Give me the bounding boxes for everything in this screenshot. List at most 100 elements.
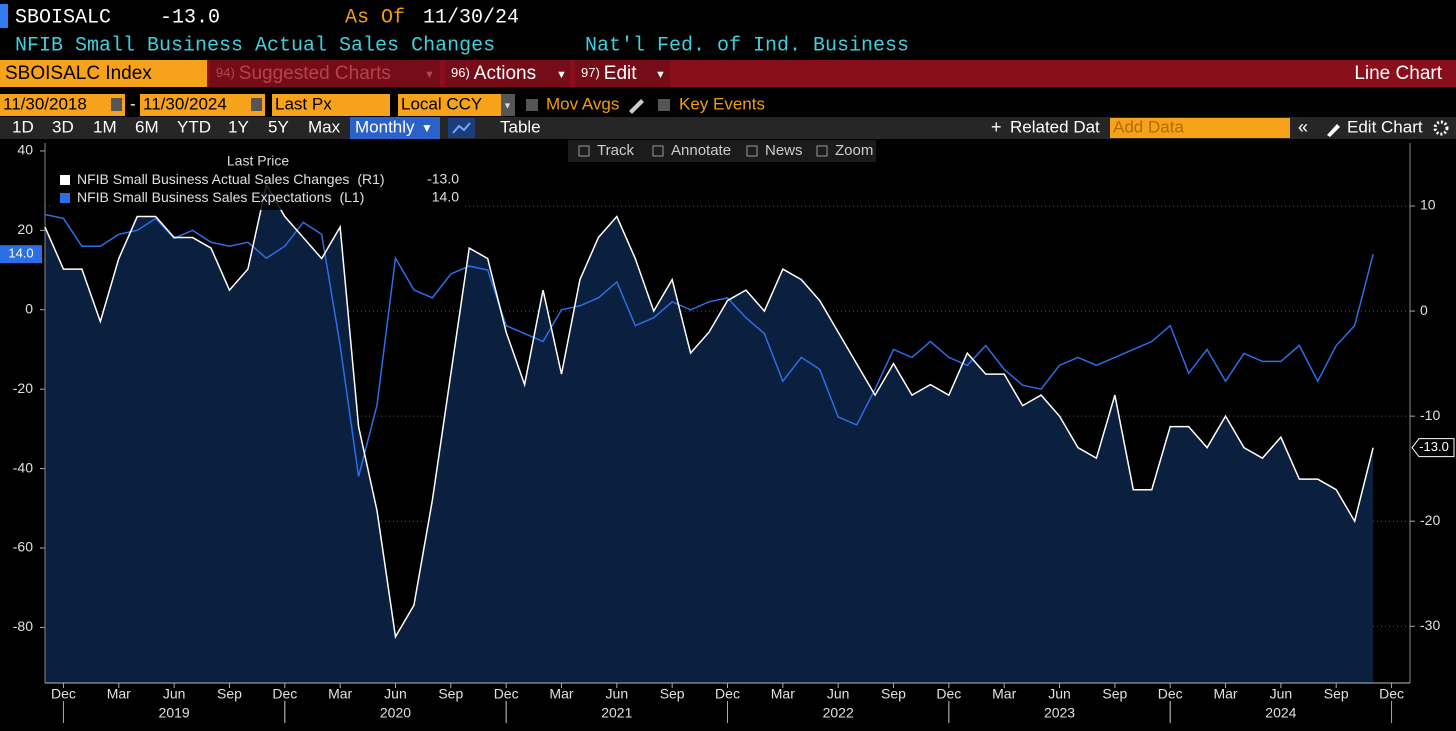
period-button[interactable]: 1Y <box>228 117 249 136</box>
add-data-box[interactable] <box>1110 118 1290 138</box>
frequency-box[interactable] <box>350 117 440 139</box>
chart-type: Line Chart <box>1354 63 1442 84</box>
y-tick-label: 40 <box>17 142 33 158</box>
menu-num: 96) <box>451 65 470 80</box>
y2-tick-label: -20 <box>1420 512 1440 528</box>
option: Key Events <box>679 94 765 113</box>
frequency: Monthly <box>355 117 415 136</box>
security-box[interactable] <box>0 60 207 87</box>
x-tick-label: Jun <box>1270 686 1293 702</box>
start-date: 11/30/2018 <box>3 94 87 113</box>
y2-tick-label: -10 <box>1420 407 1440 423</box>
period-button[interactable]: 6M <box>135 117 159 136</box>
y-tick-label: -60 <box>13 539 33 555</box>
plot: 10 0 -10 -20 -30 40 20 0 -20 -40 -60 -80 Dec Mar Jun Se… <box>13 142 1440 723</box>
end-date-box[interactable] <box>140 94 265 116</box>
chart-tools <box>568 140 876 162</box>
y2-tick-label: 0 <box>1420 302 1428 318</box>
y2-tick-label: -30 <box>1420 617 1440 633</box>
table-button[interactable]: Table <box>500 117 541 136</box>
dropdown-arrow: ▼ <box>424 69 435 81</box>
menu-suggested[interactable] <box>210 60 440 87</box>
legend-swatch <box>60 193 70 203</box>
x-tick-label: Sep <box>1324 686 1349 702</box>
edit-chart[interactable]: Edit Chart <box>1347 117 1423 136</box>
currency-box[interactable] <box>398 94 501 116</box>
ticker: SBOISALC <box>15 6 111 29</box>
period-button[interactable]: 1D <box>12 117 34 136</box>
legend-box <box>52 150 465 210</box>
period-button[interactable]: 1M <box>93 117 117 136</box>
line <box>44 213 1374 477</box>
x-tick-label: Dec <box>715 686 740 702</box>
year-label: 2022 <box>823 705 854 721</box>
y-tick-label: 0 <box>25 300 33 316</box>
collapse-icon[interactable]: « <box>1298 117 1308 137</box>
description: NFIB Small Business Actual Sales Changes <box>15 34 495 57</box>
dropdown-arrow: ▼ <box>421 121 433 135</box>
y2-tick-label: 10 <box>1420 197 1436 213</box>
security: SBOISALC Index <box>5 63 152 84</box>
x-tick-label: Jun <box>606 686 629 702</box>
x-tick-label: Sep <box>217 686 242 702</box>
x-tick-label: Mar <box>107 686 131 702</box>
period-button[interactable]: Max <box>308 117 341 136</box>
x-tick-label: Mar <box>549 686 573 702</box>
pencil-icon[interactable] <box>629 99 644 114</box>
period-button[interactable]: 3D <box>52 117 74 136</box>
last-value: -13.0 <box>160 6 220 29</box>
gear-icon[interactable] <box>1433 120 1449 136</box>
year-label: 2023 <box>1044 705 1075 721</box>
calendar-icon[interactable] <box>111 98 122 111</box>
area <box>45 185 1374 683</box>
currency: Local CCY <box>401 94 482 113</box>
legend-entry: NFIB Small Business Actual Sales Changes… <box>77 171 385 187</box>
related-data[interactable]: Related Dat <box>1010 117 1100 136</box>
x-tick-label: Sep <box>438 686 463 702</box>
menu-edit[interactable] <box>575 60 670 87</box>
dropdown-arrow: ▼ <box>503 100 512 110</box>
legend-entry: NFIB Small Business Sales Expectations (L… <box>77 189 364 205</box>
dropdown-arrow: ▼ <box>556 69 567 81</box>
menu-actions[interactable] <box>445 60 570 87</box>
legend-name: NFIB Small Business Sales Expectations <box>77 189 331 205</box>
period-button[interactable]: 5Y <box>268 117 289 136</box>
x-tick-label: Dec <box>494 686 519 702</box>
tool-button[interactable]: Zoom <box>835 142 873 159</box>
legend-axis: (L1) <box>339 189 364 205</box>
as-of-label: As Of <box>345 6 405 29</box>
x-tick-label: Mar <box>992 686 1016 702</box>
x-tick-label: Dec <box>272 686 297 702</box>
legend-title: Last Price <box>227 153 289 169</box>
checkbox[interactable] <box>658 99 670 111</box>
x-tick-label: Jun <box>163 686 186 702</box>
field-box[interactable] <box>272 94 390 116</box>
value-tag-label: 14.0 <box>8 246 33 261</box>
legend-axis: (R1) <box>357 171 384 187</box>
x-tick-label: Jun <box>384 686 407 702</box>
tool-button[interactable]: Annotate <box>671 142 731 159</box>
x-tick-label: Sep <box>660 686 685 702</box>
menu: 97) Edit <box>581 63 637 84</box>
calendar-icon[interactable] <box>251 98 262 111</box>
tool-button[interactable]: Track <box>597 142 634 159</box>
x-tick-label: Dec <box>1379 686 1404 702</box>
tools: Track Annotate News Zoom <box>578 142 873 159</box>
y-tick-label: -20 <box>13 380 33 396</box>
year-label: 2019 <box>159 705 190 721</box>
x-tick-label: Jun <box>1048 686 1071 702</box>
menu-label: Suggested Charts <box>239 63 391 84</box>
plus-icon: + <box>991 117 1002 137</box>
dropdown[interactable] <box>501 94 515 116</box>
marker <box>0 4 8 28</box>
tool-icon <box>578 145 590 157</box>
as-of-date: 11/30/24 <box>423 6 519 29</box>
period-button[interactable]: YTD <box>177 117 211 136</box>
menu-label: Actions <box>474 63 536 84</box>
x-tick-label: Mar <box>1213 686 1237 702</box>
checkbox[interactable] <box>526 99 538 111</box>
tool-button[interactable]: News <box>765 142 803 159</box>
start-date-box[interactable] <box>0 94 125 116</box>
field: Last Px <box>275 94 332 113</box>
date-separator: - <box>130 94 136 113</box>
